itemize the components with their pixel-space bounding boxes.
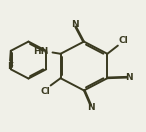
Text: N: N xyxy=(71,20,79,29)
Text: F: F xyxy=(7,62,13,71)
Text: HN: HN xyxy=(33,47,48,56)
Text: N: N xyxy=(125,73,133,82)
Text: N: N xyxy=(87,103,95,112)
Text: Cl: Cl xyxy=(40,87,50,96)
Text: Cl: Cl xyxy=(118,36,128,44)
